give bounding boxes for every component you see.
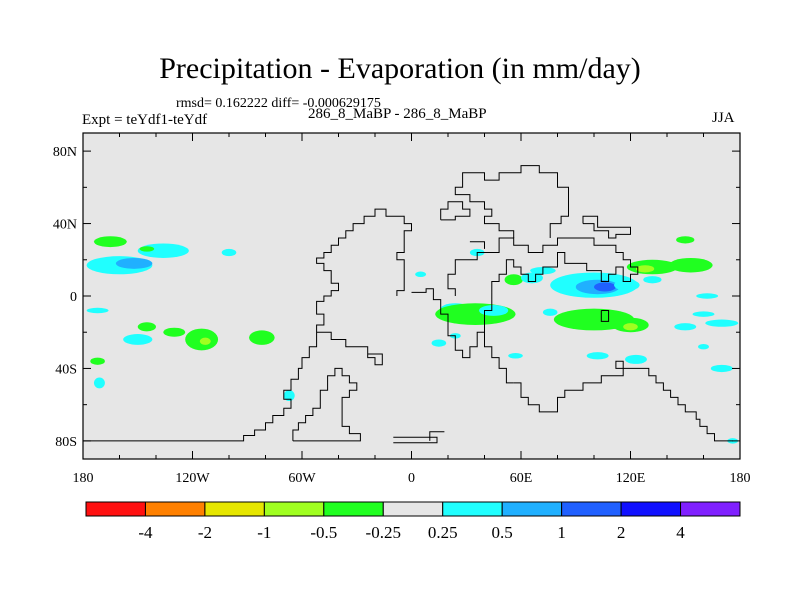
colorbar-swatch <box>263 501 325 517</box>
anomaly-region <box>163 327 186 337</box>
anomaly-region <box>614 279 640 291</box>
anomaly-region <box>508 353 523 359</box>
coastline <box>429 431 445 441</box>
anomaly-region <box>90 357 105 365</box>
anomaly-region <box>479 305 509 316</box>
colorbar-label: 4 <box>676 523 685 542</box>
anomaly-region <box>635 265 655 273</box>
anomaly-region <box>249 330 275 345</box>
anomaly-region <box>668 257 713 273</box>
y-tick-label: 80S <box>55 435 77 450</box>
colorbar-swatch <box>620 501 682 517</box>
y-axis: 80N 40N 0 40S 80S <box>53 145 740 450</box>
colorbar-swatch <box>561 501 622 517</box>
anomaly-region <box>139 246 155 252</box>
y-tick-label: 40N <box>53 218 77 233</box>
x-tick-label: 60W <box>288 471 316 486</box>
coastline <box>292 367 361 442</box>
anomaly-region <box>93 236 127 248</box>
anomaly-region <box>705 319 739 327</box>
colorbar-label: -4 <box>138 523 153 542</box>
y-tick-label: 80N <box>53 145 77 160</box>
colorbar-swatch <box>442 501 503 517</box>
colorbar-swatch <box>382 501 444 517</box>
anomaly-region <box>623 323 638 331</box>
x-tick-label: 180 <box>730 471 751 486</box>
colorbar-label: 0.5 <box>492 523 513 542</box>
coastline <box>440 201 471 221</box>
x-tick-label: 120W <box>175 471 210 486</box>
anomaly-region <box>86 307 109 314</box>
x-tick-label: 0 <box>408 471 415 486</box>
coastlines <box>83 165 733 444</box>
anomaly-region <box>692 311 715 317</box>
plot-background <box>83 133 740 459</box>
colorbar: -4 -2 -1 -0.5 -0.25 0.25 0.5 1 2 4 <box>85 501 741 542</box>
coastline <box>411 237 639 359</box>
anomaly-region <box>137 322 156 332</box>
coastline <box>484 332 514 384</box>
coastline <box>582 215 631 239</box>
runs-label: 286_8_MaBP - 286_8_MaBP <box>308 106 487 122</box>
coastline <box>83 208 412 442</box>
anomaly-region <box>594 282 616 292</box>
stats-line: rmsd= 0.162222 diff= -0.000629175 <box>176 96 381 111</box>
coastline <box>513 367 733 442</box>
season-label: JJA <box>712 110 735 126</box>
colorbar-swatch <box>144 501 206 517</box>
anomaly-region <box>415 271 427 277</box>
coastline <box>316 331 383 366</box>
experiment-label: Expt = teYdf1-teYdf <box>82 112 208 128</box>
colorbar-swatch <box>323 501 384 517</box>
x-tick-label: 180 <box>73 471 94 486</box>
colorbar-swatch <box>204 501 265 517</box>
anomaly-region <box>676 236 695 244</box>
anomaly-region <box>625 354 647 364</box>
anomaly-region <box>123 334 153 345</box>
anomaly-region <box>586 352 609 360</box>
anomaly-region <box>115 257 153 269</box>
anomaly-region <box>710 364 733 373</box>
x-tick-label: 60E <box>510 471 533 486</box>
coastline <box>469 241 485 249</box>
anomaly-regions <box>86 236 739 444</box>
colorbar-label: 0.25 <box>428 523 458 542</box>
coastline <box>393 436 438 444</box>
coastline <box>600 310 610 322</box>
colorbar-label: -2 <box>198 523 212 542</box>
anomaly-region <box>221 248 237 257</box>
anomaly-region <box>93 377 105 389</box>
colorbar-label: 2 <box>617 523 626 542</box>
colorbar-label: -0.5 <box>310 523 337 542</box>
colorbar-label: 1 <box>557 523 566 542</box>
chart-title: Precipitation - Evaporation (in mm/day) <box>159 52 641 85</box>
x-tick-label: 120E <box>616 471 646 486</box>
coastline <box>454 165 569 238</box>
anomaly-region <box>521 272 543 284</box>
anomaly-region <box>696 293 719 299</box>
colorbar-swatch <box>85 501 146 517</box>
anomaly-region <box>643 276 662 284</box>
anomaly-region <box>542 308 558 316</box>
anomaly-region <box>283 390 295 402</box>
anomaly-region <box>674 323 697 331</box>
anomaly-region <box>698 343 709 350</box>
y-tick-label: 40S <box>55 362 77 377</box>
y-tick-label: 0 <box>70 290 77 305</box>
colorbar-swatch <box>680 501 741 517</box>
anomaly-region <box>199 337 211 345</box>
coastline <box>615 360 624 369</box>
x-axis: 180 120W 60W 0 60E 120E 180 <box>73 133 751 486</box>
anomaly-region <box>431 339 447 347</box>
colorbar-swatch <box>501 501 563 517</box>
colorbar-label: -1 <box>257 523 271 542</box>
colorbar-label: -0.25 <box>366 523 401 542</box>
anomaly-region <box>504 274 523 286</box>
